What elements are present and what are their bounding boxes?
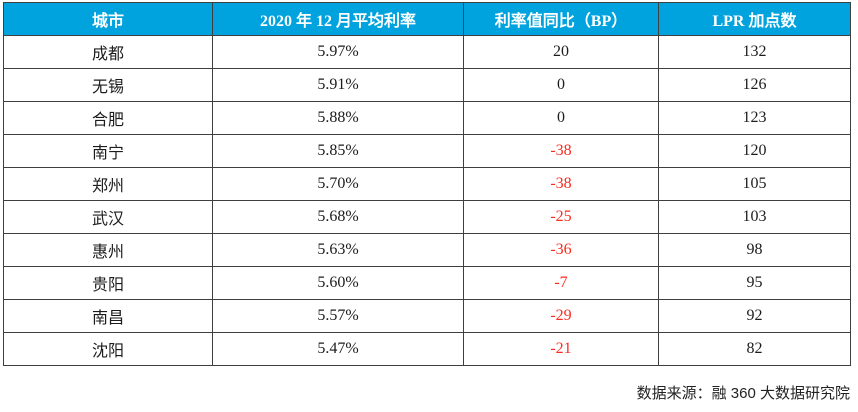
cell-lpr-points: 105 bbox=[658, 167, 851, 201]
cell-yoy-bp: 0 bbox=[463, 68, 659, 102]
col-header-city: 城市 bbox=[3, 2, 213, 36]
cell-avg-rate: 5.60% bbox=[212, 266, 464, 300]
cell-yoy-bp: -38 bbox=[463, 167, 659, 201]
cell-lpr-points: 82 bbox=[658, 332, 851, 366]
data-source-note: 数据来源：融 360 大数据研究院 bbox=[636, 385, 850, 402]
table-row: 郑州 5.70% -38 105 bbox=[3, 167, 851, 201]
cell-avg-rate: 5.97% bbox=[212, 35, 464, 69]
cell-city: 武汉 bbox=[3, 200, 213, 234]
cell-yoy-bp: -29 bbox=[463, 299, 659, 333]
cell-avg-rate: 5.63% bbox=[212, 233, 464, 267]
table-row: 惠州 5.63% -36 98 bbox=[3, 233, 851, 267]
col-header-lpr-points: LPR 加点数 bbox=[658, 2, 851, 36]
cell-city: 沈阳 bbox=[3, 332, 213, 366]
cell-avg-rate: 5.85% bbox=[212, 134, 464, 168]
cell-lpr-points: 98 bbox=[658, 233, 851, 267]
cell-yoy-bp: -36 bbox=[463, 233, 659, 267]
cell-yoy-bp: -21 bbox=[463, 332, 659, 366]
table-header-row: 城市 2020 年 12 月平均利率 利率值同比（BP） LPR 加点数 bbox=[3, 2, 851, 36]
cell-city: 成都 bbox=[3, 35, 213, 69]
table-row: 南宁 5.85% -38 120 bbox=[3, 134, 851, 168]
table-row: 武汉 5.68% -25 103 bbox=[3, 200, 851, 234]
table-row: 成都 5.97% 20 132 bbox=[3, 35, 851, 69]
cell-lpr-points: 103 bbox=[658, 200, 851, 234]
cell-yoy-bp: -25 bbox=[463, 200, 659, 234]
cell-avg-rate: 5.91% bbox=[212, 68, 464, 102]
cell-avg-rate: 5.88% bbox=[212, 101, 464, 135]
table-row: 合肥 5.88% 0 123 bbox=[3, 101, 851, 135]
cell-city: 郑州 bbox=[3, 167, 213, 201]
table-row: 无锡 5.91% 0 126 bbox=[3, 68, 851, 102]
cell-city: 南昌 bbox=[3, 299, 213, 333]
table-row: 贵阳 5.60% -7 95 bbox=[3, 266, 851, 300]
cell-lpr-points: 120 bbox=[658, 134, 851, 168]
table-row: 南昌 5.57% -29 92 bbox=[3, 299, 851, 333]
cell-city: 无锡 bbox=[3, 68, 213, 102]
cell-yoy-bp: -38 bbox=[463, 134, 659, 168]
cell-lpr-points: 123 bbox=[658, 101, 851, 135]
cell-avg-rate: 5.47% bbox=[212, 332, 464, 366]
col-header-yoy-bp: 利率值同比（BP） bbox=[463, 2, 659, 36]
col-header-avg-rate: 2020 年 12 月平均利率 bbox=[212, 2, 464, 36]
cell-yoy-bp: 0 bbox=[463, 101, 659, 135]
cell-avg-rate: 5.70% bbox=[212, 167, 464, 201]
cell-yoy-bp: 20 bbox=[463, 35, 659, 69]
table-row: 沈阳 5.47% -21 82 bbox=[3, 332, 851, 366]
cell-lpr-points: 95 bbox=[658, 266, 851, 300]
cell-lpr-points: 92 bbox=[658, 299, 851, 333]
cell-yoy-bp: -7 bbox=[463, 266, 659, 300]
cell-avg-rate: 5.57% bbox=[212, 299, 464, 333]
cell-avg-rate: 5.68% bbox=[212, 200, 464, 234]
cell-lpr-points: 132 bbox=[658, 35, 851, 69]
cell-city: 南宁 bbox=[3, 134, 213, 168]
cell-lpr-points: 126 bbox=[658, 68, 851, 102]
cell-city: 惠州 bbox=[3, 233, 213, 267]
table-body: 成都 5.97% 20 132 无锡 5.91% 0 126 合肥 5.88% … bbox=[3, 35, 851, 366]
cell-city: 合肥 bbox=[3, 101, 213, 135]
cell-city: 贵阳 bbox=[3, 266, 213, 300]
mortgage-rate-table: 城市 2020 年 12 月平均利率 利率值同比（BP） LPR 加点数 成都 … bbox=[3, 2, 851, 366]
